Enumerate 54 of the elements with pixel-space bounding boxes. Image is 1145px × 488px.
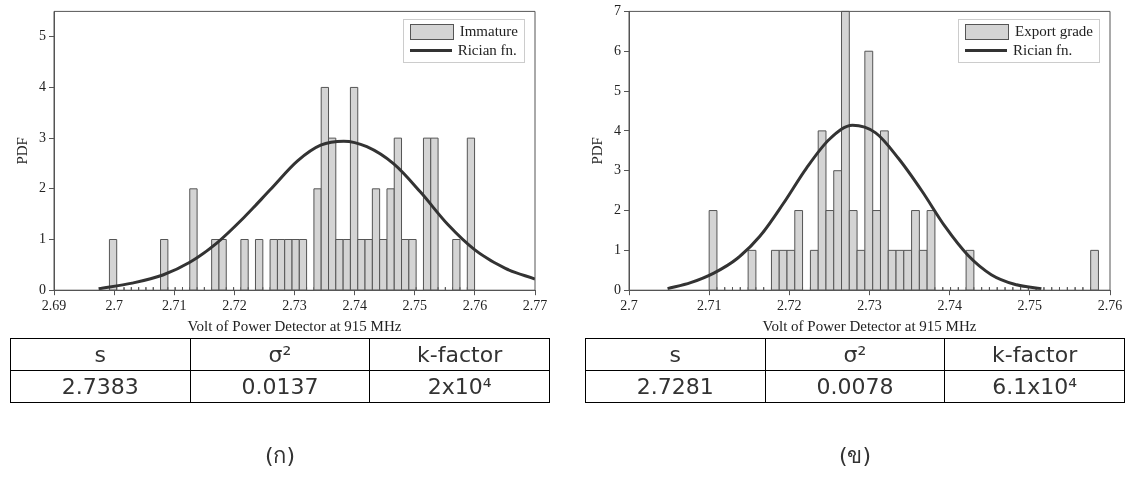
x-tick-label: 2.7 — [105, 298, 123, 314]
x-tick-label: 2.75 — [402, 298, 427, 314]
text: 2.7383 — [10, 370, 191, 403]
y-tick-label: 2 — [39, 180, 46, 196]
x-tick-label: 2.76 — [1097, 298, 1123, 314]
y-tick-label: 1 — [39, 231, 46, 247]
x-tick-label: 2.73 — [857, 298, 882, 314]
y-tick-label: 6 — [614, 42, 621, 58]
text: (ข) — [837, 442, 873, 470]
text: 0.0137 — [190, 370, 370, 403]
y-tick-label: 5 — [39, 28, 46, 44]
x-tick-label: 2.77 — [522, 298, 548, 314]
x-tick-label: 2.72 — [222, 298, 247, 314]
y-tick-label: 1 — [614, 242, 621, 258]
y-tick-label: 3 — [614, 162, 621, 178]
legend-label: Immature — [459, 23, 518, 41]
x-tick-label: 2.74 — [342, 298, 367, 314]
y-tick-label: 3 — [39, 129, 46, 145]
y-axis-title: PDF — [588, 137, 605, 165]
y-tick-label: 2 — [614, 202, 621, 218]
x-tick-label: 2.75 — [1017, 298, 1043, 314]
text: 0.0078 — [765, 370, 945, 403]
text: 2.7281 — [585, 370, 766, 403]
legend-label: Rician fn. — [1013, 42, 1073, 60]
y-tick-label: 4 — [614, 122, 621, 138]
text: 6.1x10⁴ — [944, 370, 1125, 403]
line-series — [666, 123, 1043, 291]
x-tick-label: 2.76 — [462, 298, 488, 314]
x-tick-label: 2.7 — [620, 298, 638, 314]
y-tick-label: 0 — [39, 281, 46, 297]
x-tick-label: 2.72 — [777, 298, 802, 314]
y-tick-label: 4 — [39, 79, 46, 95]
text: 2x10⁴ — [369, 370, 550, 403]
text: k-factor — [944, 338, 1125, 371]
text: k-factor — [369, 338, 550, 371]
x-tick-label: 2.74 — [937, 298, 962, 314]
y-axis-title: PDF — [13, 137, 30, 165]
y-tick-label: 5 — [614, 82, 621, 98]
x-tick-label: 2.71 — [162, 298, 187, 314]
x-tick-label: 2.71 — [696, 298, 722, 314]
x-axis-title: Volt of Power Detector at 915 MHz — [187, 317, 402, 334]
x-tick-label: 2.73 — [282, 298, 307, 314]
text: σ² — [765, 338, 945, 371]
text: σ² — [190, 338, 370, 371]
y-tick-label: 7 — [614, 3, 621, 19]
x-tick-label: 2.69 — [41, 298, 67, 314]
legend-label: Rician fn. — [457, 42, 517, 60]
text: s — [585, 338, 766, 371]
text: s — [10, 338, 191, 371]
y-tick-label: 0 — [614, 281, 621, 297]
line-series — [97, 139, 535, 291]
legend-label: Export grade — [1015, 23, 1093, 41]
x-axis-title: Volt of Power Detector at 915 MHz — [762, 317, 977, 334]
text: (ก) — [263, 442, 297, 470]
